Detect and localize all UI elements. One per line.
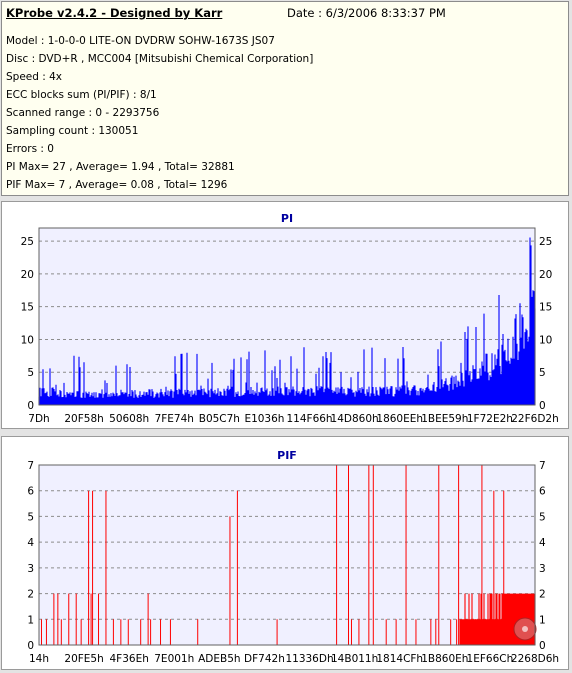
chart-title: PI [281,212,293,225]
pi-chart-panel: 0 0 5 5 10 10 15 15 20 20 25 25 7Dh 20F58h 50608h 7FE74… [1,201,569,429]
x-tick-label: 1EF66Ch [467,653,514,665]
y-tick-label-left: 2 [27,589,34,601]
plot-area [38,464,536,646]
y-tick-label-left: 5 [27,367,34,379]
ecc-line: ECC blocks sum (PI/PIF) : 8/1 [6,89,157,101]
y-tick-label-left: 15 [21,302,34,314]
x-tick-label: 22F6D2h [511,413,559,425]
plot-area [38,227,536,406]
y-tick-label-left: 10 [21,334,34,346]
y-tick-label-right: 7 [539,460,546,472]
plot-frame [38,227,536,406]
x-tick-label: 1860EEh [376,413,423,425]
y-tick-label-left: 25 [21,236,34,248]
x-tick-label: 14D860h [331,413,379,425]
speed-line: Speed : 4x [6,71,63,83]
y-tick-label-right: 0 [539,640,546,652]
info-panel: KProbe v2.4.2 - Designed by Karr Date : … [1,1,569,196]
x-tick-label: 7E001h [154,653,194,665]
x-tick-label: 2268D6h [511,653,559,665]
x-tick-label: 1F72E2h [467,413,513,425]
y-tick-label-right: 1 [539,614,546,626]
y-tick-label-left: 4 [27,537,34,549]
y-tick-label-left: 5 [27,511,34,523]
x-tick-label: 1BEE59h [421,413,468,425]
chart-title: PIF [277,449,297,462]
scan-date: Date : 6/3/2006 8:33:37 PM [287,6,446,20]
x-tick-label: 20F58h [64,413,103,425]
x-tick-label: 11336Dh [285,653,333,665]
y-tick-label-right: 4 [539,537,546,549]
x-tick-label: 7Dh [28,413,49,425]
x-tick-label: 50608h [109,413,149,425]
pi-chart: 0 0 5 5 10 10 15 15 20 20 25 25 7Dh 20F58h 50608h 7FE74… [21,212,559,425]
y-tick-label-left: 0 [27,400,34,412]
scanned-range-line: Scanned range : 0 - 2293756 [6,107,160,119]
y-tick-label-left: 0 [27,640,34,652]
x-tick-label: 14B011h [331,653,378,665]
y-tick-label-left: 7 [27,460,34,472]
y-tick-label-right: 6 [539,486,546,498]
x-tick-label: ADEB5h [198,653,240,665]
y-tick-label-right: 2 [539,589,546,601]
pif-chart: 0 0 1 1 2 2 3 3 4 4 5 5 6 6 7 7 14h 20FE5h 4F36Eh 7E001h ADE… [27,449,559,665]
y-tick-label-right: 5 [539,511,546,523]
plot-frame [38,464,536,646]
x-tick-label: B05C7h [199,413,240,425]
x-tick-label: E1036h [244,413,284,425]
y-tick-label-right: 25 [539,236,552,248]
pif-summary-line: PIF Max= 7 , Average= 0.08 , Total= 1296 [6,179,228,191]
x-tick-label: 7FE74h [155,413,194,425]
disc-icon-hub [522,626,528,632]
x-tick-label: 14h [29,653,49,665]
y-tick-label-right: 20 [539,269,552,281]
x-tick-label: 4F36Eh [109,653,148,665]
disc-line: Disc : DVD+R , MCC004 [Mitsubishi Chemic… [6,53,314,65]
app-title: KProbe v2.4.2 - Designed by Karr [6,6,223,20]
y-tick-label-right: 0 [539,400,546,412]
sampling-count-line: Sampling count : 130051 [6,125,139,137]
pif-chart-panel: 0 0 1 1 2 2 3 3 4 4 5 5 6 6 7 7 14h 20FE5h 4F36Eh 7E001h ADE… [1,436,569,670]
y-tick-label-left: 3 [27,563,34,575]
y-tick-label-left: 6 [27,486,34,498]
y-tick-label-right: 5 [539,367,546,379]
pi-summary-line: PI Max= 27 , Average= 1.94 , Total= 3288… [6,161,235,173]
x-tick-label: 114F66h [286,413,332,425]
y-tick-label-left: 1 [27,614,34,626]
x-tick-label: 20FE5h [64,653,103,665]
x-tick-label: DF742h [244,653,285,665]
y-tick-label-right: 15 [539,302,552,314]
y-tick-label-right: 10 [539,334,552,346]
errors-line: Errors : 0 [6,143,54,155]
model-line: Model : 1-0-0-0 LITE-ON DVDRW SOHW-1673S… [6,35,275,47]
x-tick-label: 1B860Eh [421,653,468,665]
x-tick-label: 1814CFh [376,653,423,665]
y-tick-label-right: 3 [539,563,546,575]
y-tick-label-left: 20 [21,269,34,281]
